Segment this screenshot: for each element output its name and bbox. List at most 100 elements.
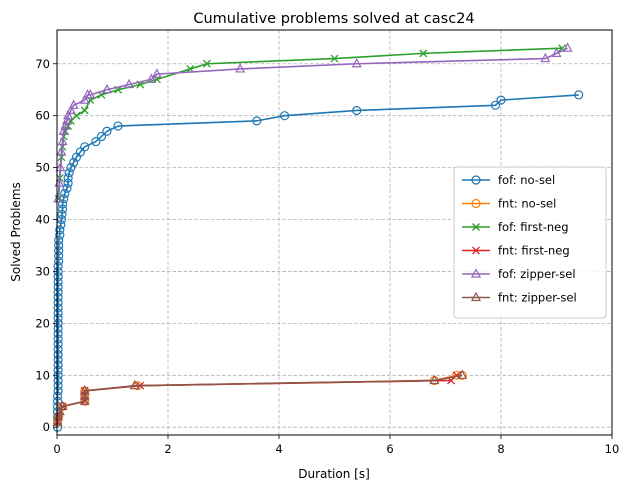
data-point [80, 142, 90, 152]
legend-swatch-marker [471, 198, 481, 209]
data-point [53, 381, 63, 391]
data-point [55, 161, 66, 172]
data-point [96, 131, 107, 142]
data-point [61, 115, 72, 125]
legend-swatch-marker [471, 291, 481, 302]
y-tick-label: 50 [35, 161, 50, 175]
legend-label: fof: zipper-sel [498, 267, 576, 281]
data-point [53, 365, 63, 375]
data-point [540, 52, 551, 63]
legend-box [453, 166, 607, 319]
data-point [58, 125, 69, 135]
data-point [429, 374, 440, 385]
data-point [102, 126, 112, 136]
x-tick-label: 8 [497, 442, 504, 456]
series-line [56, 374, 463, 423]
data-point [202, 59, 211, 68]
data-point [52, 391, 63, 401]
legend-swatch-marker [471, 175, 481, 185]
data-point [101, 83, 112, 94]
data-point [279, 111, 290, 121]
data-point [57, 204, 68, 214]
y-tick-label: 20 [35, 316, 50, 330]
data-point [63, 109, 74, 120]
data-point [53, 277, 63, 287]
data-point [53, 192, 64, 203]
series-layer [52, 42, 584, 432]
y-tick-label: 60 [35, 109, 50, 123]
data-point [330, 54, 339, 63]
x-tick-label: 2 [164, 442, 171, 456]
data-point [124, 78, 135, 89]
data-point [551, 47, 562, 57]
series-3 [53, 371, 461, 426]
plot-frame [56, 29, 613, 436]
data-point [53, 329, 63, 339]
data-point [54, 405, 65, 416]
data-point [129, 379, 140, 390]
data-point [79, 385, 90, 395]
data-point [55, 225, 65, 235]
y-tick-label: 70 [35, 57, 50, 71]
data-point [352, 105, 362, 116]
data-point [60, 188, 70, 199]
data-point [53, 355, 63, 365]
y-tick-label: 10 [35, 368, 50, 382]
data-point [53, 344, 63, 354]
data-point [54, 240, 64, 251]
data-point [54, 256, 64, 266]
data-point [64, 168, 74, 178]
legend: fof: no-sel fnt: no-sel fof: first-neg fnt:… [453, 166, 607, 319]
data-point [351, 57, 362, 68]
data-point [113, 121, 123, 131]
data-point [69, 157, 79, 168]
legend-label: fof: first-neg [498, 220, 569, 234]
y-tick-label: 30 [35, 264, 50, 278]
chart-title: Cumulative problems solved at casc24 [193, 11, 474, 27]
data-point [53, 386, 63, 396]
data-point [53, 323, 63, 334]
legend-label: fof: no-sel [498, 173, 555, 187]
legend-swatch-marker [472, 223, 480, 231]
data-point [62, 183, 72, 193]
series-line [56, 374, 463, 423]
data-point [496, 95, 506, 105]
data-point [52, 396, 63, 406]
data-point [57, 209, 67, 219]
data-point [53, 272, 63, 282]
data-point [79, 390, 90, 400]
data-point [53, 292, 63, 303]
data-point [59, 194, 69, 204]
y-tick-label: 40 [35, 213, 50, 227]
series-4 [53, 42, 573, 203]
data-point [85, 89, 96, 99]
y-axis-label: Solved Problems [9, 182, 23, 282]
data-point [54, 251, 64, 261]
data-point [53, 287, 63, 297]
data-point [53, 360, 63, 370]
series-line [56, 374, 458, 423]
data-point [562, 42, 573, 52]
data-point [52, 416, 63, 426]
data-point [66, 162, 76, 173]
data-point [53, 349, 63, 360]
legend-swatch-marker [471, 268, 481, 278]
data-point [63, 173, 73, 183]
data-point [80, 106, 89, 115]
data-point [79, 395, 90, 405]
x-tick-label: 6 [386, 442, 393, 456]
data-point [151, 68, 162, 78]
data-point [574, 90, 584, 100]
data-point [235, 63, 246, 73]
series-5 [52, 369, 468, 426]
x-tick-label: 4 [275, 442, 282, 456]
data-point [419, 49, 428, 58]
data-point [55, 230, 65, 240]
legend-label: fnt: no-sel [498, 197, 556, 211]
legend-swatch-marker [472, 246, 480, 255]
data-point [57, 400, 68, 411]
data-point [65, 104, 76, 115]
x-tick-label: 10 [605, 442, 620, 456]
legend-label: fnt: first-neg [498, 244, 570, 258]
